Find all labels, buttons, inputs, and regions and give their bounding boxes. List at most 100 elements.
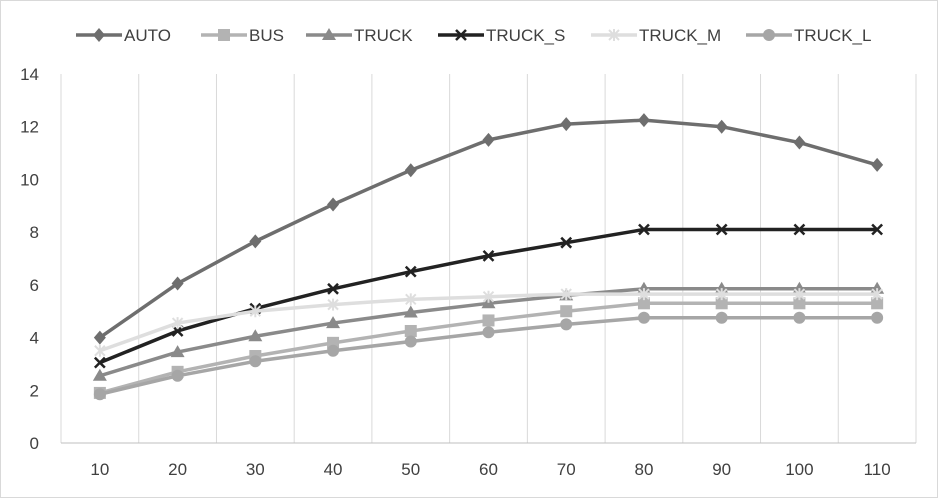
data-point-truck-l: [482, 326, 495, 339]
x-tick-label: 30: [246, 460, 265, 479]
data-point-auto: [715, 119, 728, 134]
legend-item-truck: TRUCK: [306, 26, 413, 45]
data-point-bus: [715, 297, 728, 310]
data-point-truck-m: [171, 317, 184, 330]
legend-label: TRUCK: [354, 26, 413, 45]
data-point-truck-m: [249, 305, 262, 318]
data-point-truck-s: [715, 223, 728, 236]
data-point-bus: [404, 324, 417, 337]
data-point-auto: [404, 163, 417, 178]
x-tick-label: 60: [479, 460, 498, 479]
data-point-truck-l: [171, 369, 184, 382]
legend-label: TRUCK_S: [486, 26, 565, 45]
data-point-truck-s: [404, 265, 417, 278]
y-tick-label: 8: [30, 223, 39, 242]
axes: 0 2 4 6 8 10 12 14 10 20 30 40 50 60 70 80 90 100 110: [20, 65, 916, 479]
legend-item-bus: BUS: [201, 26, 284, 45]
data-point-truck: [248, 329, 263, 342]
series-group: [92, 113, 885, 401]
y-tick-label: 4: [30, 329, 39, 348]
data-point-auto: [560, 117, 573, 132]
x-tick-label: 70: [557, 460, 576, 479]
data-point-truck: [92, 368, 107, 381]
data-point-truck-l: [560, 318, 573, 331]
data-point-truck: [326, 316, 341, 329]
data-point-truck-m: [405, 293, 417, 306]
data-point-auto: [171, 276, 184, 291]
data-point-truck-l: [327, 344, 340, 357]
y-tick-label: 0: [30, 434, 39, 453]
x-tick-label: 40: [324, 460, 343, 479]
data-point-truck-l: [715, 311, 728, 324]
legend: AUTO BUS TRUCK TRUCK_S TRUCK_M TRUCK_L: [76, 26, 871, 45]
y-tick-label: 10: [20, 170, 39, 189]
legend-swatch-marker: [608, 29, 620, 41]
data-point-auto: [793, 135, 806, 150]
data-point-bus: [482, 314, 495, 327]
data-point-truck-s: [482, 249, 495, 262]
data-point-truck-m: [560, 288, 572, 301]
data-point-truck: [403, 305, 418, 318]
x-tick-label: 80: [634, 460, 653, 479]
legend-swatch-marker: [763, 29, 775, 41]
legend-item-truck-l: TRUCK_L: [746, 26, 871, 45]
data-point-truck-m: [327, 298, 339, 311]
data-point-bus: [793, 297, 806, 310]
data-point-truck-l: [637, 311, 650, 324]
data-point-truck-s: [327, 282, 339, 295]
x-tick-label: 10: [90, 460, 109, 479]
x-tick-label: 100: [785, 460, 813, 479]
data-point-truck-m: [638, 288, 650, 301]
legend-label: AUTO: [124, 26, 171, 45]
data-point-truck-s: [793, 223, 806, 236]
data-point-truck-m: [871, 288, 883, 301]
data-point-auto: [871, 157, 884, 172]
data-point-truck-l: [793, 311, 806, 324]
data-point-truck-s: [560, 236, 573, 249]
data-point-bus: [637, 297, 650, 310]
x-tick-label: 20: [168, 460, 187, 479]
series-bus: [93, 297, 884, 399]
legend-label: BUS: [249, 26, 284, 45]
legend-item-truck-m: TRUCK_M: [591, 26, 721, 45]
data-point-truck-l: [93, 388, 106, 401]
legend-item-truck-s: TRUCK_S: [438, 26, 565, 45]
data-point-bus: [871, 297, 884, 310]
legend-label: TRUCK_L: [794, 26, 871, 45]
y-tick-label: 2: [30, 381, 39, 400]
y-tick-label: 12: [20, 118, 39, 137]
data-point-truck-s: [93, 356, 106, 369]
data-point-truck-m: [482, 290, 495, 303]
data-point-truck-m: [94, 344, 106, 357]
data-point-bus: [560, 305, 573, 318]
series-auto: [93, 113, 884, 345]
legend-item-auto: AUTO: [76, 26, 171, 45]
data-point-auto: [93, 330, 106, 345]
data-point-truck-l: [871, 311, 884, 324]
data-point-auto: [249, 234, 262, 249]
grid: [60, 74, 917, 443]
y-tick-label: 14: [20, 65, 39, 84]
data-point-truck-l: [249, 355, 262, 368]
legend-swatch-marker: [93, 28, 105, 42]
legend-swatch-marker: [218, 29, 230, 41]
data-point-truck-m: [793, 288, 806, 301]
legend-swatch-marker: [455, 29, 467, 41]
data-point-auto: [327, 197, 340, 212]
data-point-truck-m: [715, 288, 728, 301]
y-tick-label: 6: [30, 276, 39, 295]
series-truck-l: [93, 311, 884, 401]
legend-swatch-marker: [322, 28, 336, 40]
x-tick-label: 110: [864, 460, 891, 479]
data-point-auto: [637, 113, 650, 128]
data-point-truck-s: [638, 223, 650, 236]
series-truck-m: [94, 288, 883, 357]
data-point-truck-l: [404, 335, 417, 348]
data-point-truck: [170, 345, 185, 358]
x-tick-label: 90: [712, 460, 731, 479]
legend-label: TRUCK_M: [639, 26, 721, 45]
data-point-truck-s: [871, 223, 884, 236]
x-tick-label: 50: [401, 460, 420, 479]
